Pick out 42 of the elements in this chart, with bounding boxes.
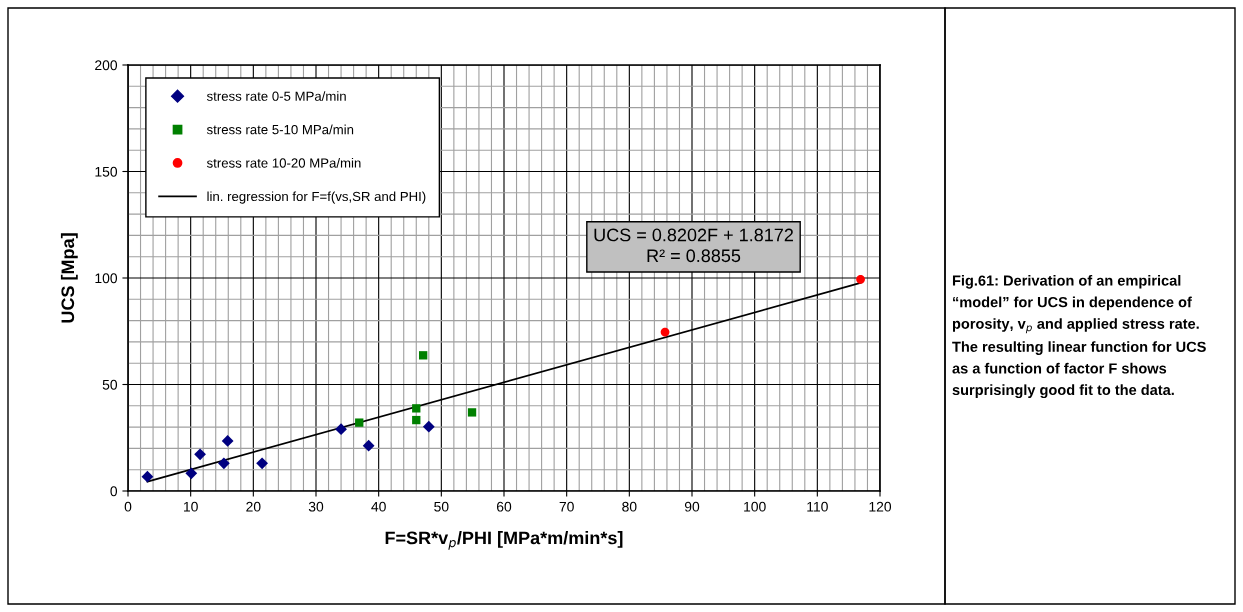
y-tick-label: 50 <box>102 379 118 390</box>
point <box>141 470 154 483</box>
y-tick-label: 150 <box>95 166 118 177</box>
point <box>660 327 670 337</box>
legend-label: stress rate 5-10 MPa/min <box>206 124 354 135</box>
point <box>185 467 198 480</box>
y-tick-label: 200 <box>95 60 118 71</box>
point <box>422 420 435 433</box>
point <box>256 457 268 470</box>
x-axis-title: F=SR*v$_{p}$/PHI [MPa*m/min*s] <box>385 531 623 550</box>
point <box>418 351 428 360</box>
point <box>355 418 364 427</box>
x-tick-label: 70 <box>559 501 574 512</box>
x-tick-label: 80 <box>622 501 637 512</box>
x-tick-label: 10 <box>184 501 198 512</box>
point <box>362 439 375 452</box>
y-tick-label: 0 <box>110 486 118 497</box>
point <box>217 457 230 470</box>
point <box>335 423 347 436</box>
x-tick-label: 30 <box>308 501 324 512</box>
x-tick-label: 110 <box>807 501 828 512</box>
legend-label: stress rate 0-5 MPa/min <box>206 91 346 101</box>
x-tick-label: 100 <box>744 501 766 512</box>
caption: Fig.61: Derivation of an empirical “model” for UCS in dependence of porosity, v$_{p}$ and applied stress rate. The resulting linear function for UCS as a function of factor F shows surprisingly good fit to the data. <box>952 275 1206 399</box>
annotation: UCS = 0.8202F + 1.8172 R² = 0.8855 <box>594 228 793 263</box>
x-tick-label: 20 <box>246 501 261 512</box>
y-tick-label: 100 <box>95 273 118 284</box>
point <box>467 408 477 417</box>
point <box>221 435 234 447</box>
legend-label: stress rate 10-20 MPa/min <box>206 158 361 168</box>
legend-label: lin. regression for F=f(vs,SR and PHI) <box>207 191 426 204</box>
y-axis-title: UCS [Mpa] <box>60 233 78 323</box>
x-tick-label: 120 <box>869 501 892 512</box>
x-tick-label: 50 <box>434 501 449 512</box>
x-tick-label: 0 <box>124 501 132 512</box>
x-tick-label: 60 <box>496 501 512 512</box>
x-tick-label: 40 <box>371 501 386 512</box>
point <box>412 415 421 425</box>
x-tick-label: 90 <box>684 501 700 512</box>
point <box>194 448 206 461</box>
point <box>412 404 421 413</box>
point <box>856 274 865 284</box>
